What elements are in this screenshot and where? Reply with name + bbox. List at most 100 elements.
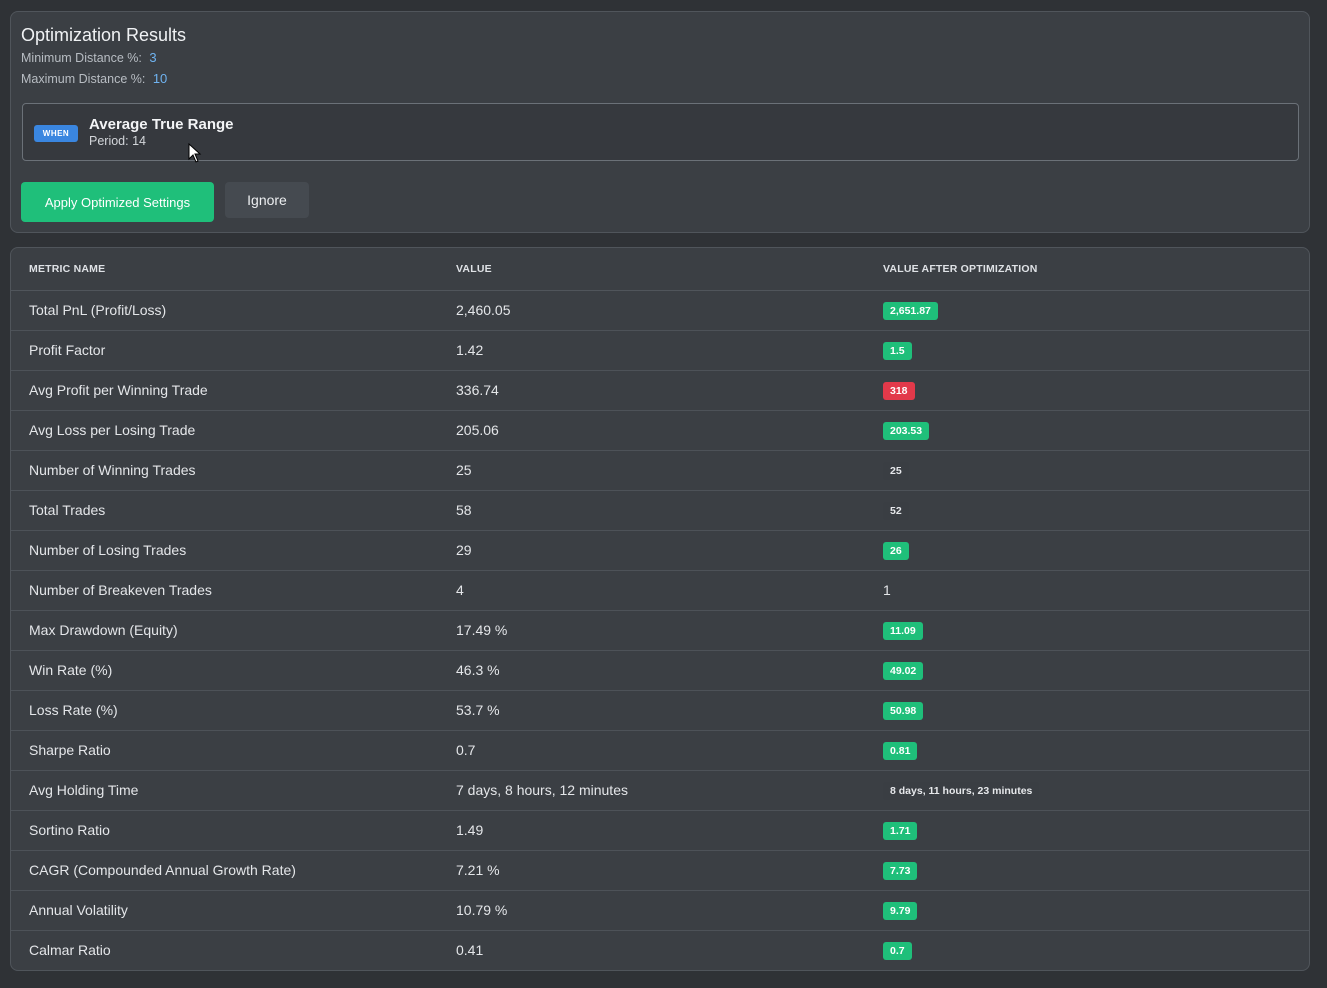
panel-title: Optimization Results [21,25,187,45]
optimized-value-badge: 203.53 [883,421,930,440]
metric-value-cell: 17.49 % [438,610,865,651]
optimized-value-badge: 8 days, 11 hours, 23 minutes [883,781,1040,800]
optimized-value-badge: 9.79 [883,901,918,920]
optimized-value-badge: 50.98 [883,701,924,720]
table-header-row: METRIC NAME VALUE VALUE AFTER OPTIMIZATI… [11,248,1309,291]
max-distance-label: Maximum Distance %: [21,72,146,86]
metric-value-cell: 46.3 % [438,650,865,691]
metric-value-cell: 7 days, 8 hours, 12 minutes [438,770,865,811]
table-row: Total PnL (Profit/Loss) 2,460.05 2,651.87 [11,290,1309,331]
min-distance-value: 3 [149,50,157,65]
metric-name-cell: Total Trades [11,490,438,531]
metric-name-cell: Number of Losing Trades [11,530,438,571]
optimization-results-panel: Optimization Results Minimum Distance %:… [10,11,1310,233]
optimized-value-badge: 26 [883,541,909,560]
metric-after-cell: 11.09 [865,610,1309,651]
table-row: Number of Losing Trades 29 26 [11,530,1309,571]
table-row: Annual Volatility 10.79 % 9.79 [11,890,1309,931]
ignore-button[interactable]: Ignore [225,182,309,218]
min-distance-label: Minimum Distance %: [21,51,142,65]
table-row: Loss Rate (%) 53.7 % 50.98 [11,690,1309,731]
metric-value-cell: 4 [438,570,865,611]
optimized-value-badge: 25 [883,461,909,480]
header-value: VALUE [438,248,865,291]
table-row: Sharpe Ratio 0.7 0.81 [11,730,1309,771]
table-row: Max Drawdown (Equity) 17.49 % 11.09 [11,610,1309,651]
metric-value-cell: 7.21 % [438,850,865,891]
metric-name-cell: Total PnL (Profit/Loss) [11,290,438,331]
metric-value-cell: 1.42 [438,330,865,371]
table-row: Profit Factor 1.42 1.5 [11,330,1309,371]
header-value-after: VALUE AFTER OPTIMIZATION [865,248,1309,291]
table-row: Total Trades 58 52 [11,490,1309,531]
optimized-value-badge: 1 [883,582,891,598]
min-distance-row: Minimum Distance %: 3 [21,50,157,65]
metric-value-cell: 1.49 [438,810,865,851]
metric-name-cell: Avg Loss per Losing Trade [11,410,438,451]
metric-after-cell: 49.02 [865,650,1309,691]
metric-after-cell: 0.7 [865,930,1309,970]
metric-value-cell: 0.7 [438,730,865,771]
optimized-value-badge: 49.02 [883,661,924,680]
metrics-table: METRIC NAME VALUE VALUE AFTER OPTIMIZATI… [11,248,1309,970]
metric-value-cell: 29 [438,530,865,571]
when-badge: WHEN [34,125,78,142]
metric-name-cell: Profit Factor [11,330,438,371]
metric-after-cell: 1.71 [865,810,1309,851]
metrics-table-panel: METRIC NAME VALUE VALUE AFTER OPTIMIZATI… [10,247,1310,971]
max-distance-value: 10 [152,71,168,86]
optimized-value-badge: 1.71 [883,821,918,840]
indicator-name: Average True Range [89,116,234,133]
metric-after-cell: 318 [865,370,1309,411]
metric-value-cell: 10.79 % [438,890,865,931]
metric-after-cell: 0.81 [865,730,1309,771]
table-row: Avg Loss per Losing Trade 205.06 203.53 [11,410,1309,451]
table-row: Number of Winning Trades 25 25 [11,450,1309,491]
table-row: Number of Breakeven Trades 4 1 [11,570,1309,611]
metric-name-cell: Avg Profit per Winning Trade [11,370,438,411]
metric-after-cell: 1.5 [865,330,1309,371]
optimized-value-badge: 7.73 [883,861,918,880]
header-metric-name: METRIC NAME [11,248,438,291]
metric-after-cell: 2,651.87 [865,290,1309,331]
apply-optimized-settings-button[interactable]: Apply Optimized Settings [21,182,214,222]
metric-name-cell: Win Rate (%) [11,650,438,691]
table-row: Avg Profit per Winning Trade 336.74 318 [11,370,1309,411]
table-row: Calmar Ratio 0.41 0.7 [11,930,1309,970]
optimized-value-badge: 0.7 [883,941,912,960]
mouse-cursor-icon [188,143,202,163]
metric-after-cell: 52 [865,490,1309,531]
metric-value-cell: 336.74 [438,370,865,411]
table-row: Avg Holding Time 7 days, 8 hours, 12 minu… [11,770,1309,811]
metric-value-cell: 25 [438,450,865,491]
metric-name-cell: Annual Volatility [11,890,438,931]
metric-name-cell: Calmar Ratio [29,942,111,959]
metric-name-cell: Max Drawdown (Equity) [11,610,438,651]
metric-after-cell: 25 [865,450,1309,491]
metric-after-cell: 203.53 [865,410,1309,451]
metric-after-cell: 26 [865,530,1309,571]
metric-after-cell: 9.79 [865,890,1309,931]
metric-value-cell: 205.06 [438,410,865,451]
optimized-value-badge: 0.81 [883,741,918,760]
metric-after-cell: 50.98 [865,690,1309,731]
metric-value-cell: 0.41 [456,942,484,959]
metric-name-cell: CAGR (Compounded Annual Growth Rate) [11,850,438,891]
optimized-value-badge: 11.09 [883,621,923,640]
metrics-table-body: Total PnL (Profit/Loss) 2,460.05 2,651.87 P… [11,290,1309,970]
max-distance-row: Maximum Distance %: 10 [21,71,167,86]
metric-name-cell: Loss Rate (%) [11,690,438,731]
condition-card: WHEN Average True Range Period: 14 [22,103,1299,161]
metric-name-cell: Sharpe Ratio [11,730,438,771]
metric-name-cell: Number of Breakeven Trades [11,570,438,611]
optimized-value-badge: 2,651.87 [883,301,938,320]
table-row: Sortino Ratio 1.49 1.71 [11,810,1309,851]
metric-value-cell: 58 [438,490,865,531]
metric-after-cell: 8 days, 11 hours, 23 minutes [865,770,1309,811]
optimized-value-badge: 318 [883,381,915,400]
optimized-value-badge: 52 [883,501,909,520]
metric-value-cell: 2,460.05 [438,290,865,331]
indicator-period: Period: 14 [89,134,146,148]
metric-after-cell: 1 [865,570,1309,611]
optimized-value-badge: 1.5 [883,341,912,360]
